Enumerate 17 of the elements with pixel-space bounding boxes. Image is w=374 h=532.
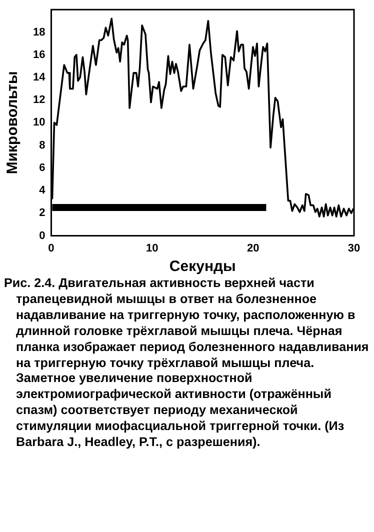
x-tick-label: 10 xyxy=(146,242,158,254)
y-tick-label: 14 xyxy=(32,71,46,84)
y-tick-label: 0 xyxy=(39,230,46,242)
y-tick-label: 6 xyxy=(39,162,46,174)
y-tick-label: 12 xyxy=(32,94,46,106)
x-tick-label: 0 xyxy=(48,242,54,254)
x-tick-label: 30 xyxy=(348,242,360,254)
y-tick-label: 4 xyxy=(39,184,46,197)
text: Рис. 2.4. Двигательная активность верхней части трапецевидной мышцы в ответ на болезненное надавливание на триггерную точку, расположенную в длинной головке трёхглавой мышцы плеча. Чёрная планка изображает период болезненного надавливания на триггерную точку трёхглавой мышцы плеча. Заметное увеличение поверхностной электромиографической активности (отражённый спазм) соответствует периоду механической стимуляции миофасциальной триггерной точки. (Из Barbara J., Headley, P.T., с разрешения). xyxy=(4,276,369,450)
y-tick-label: 10 xyxy=(32,116,46,129)
y-tick-label: 16 xyxy=(32,48,46,61)
y-tick-label: 18 xyxy=(32,26,46,38)
x-tick-label: 20 xyxy=(246,242,260,254)
x-axis-title: Секунды xyxy=(169,258,236,276)
y-axis-title: Микровольты xyxy=(4,71,22,174)
y-tick-label: 2 xyxy=(39,207,46,220)
y-tick-label: 8 xyxy=(39,139,46,152)
